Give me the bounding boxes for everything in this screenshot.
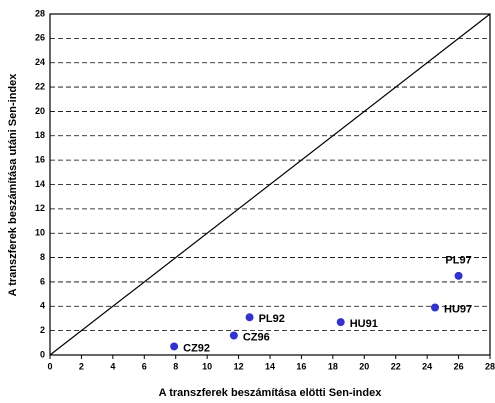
y-tick-label: 12: [35, 203, 45, 213]
y-tick-label: 8: [40, 252, 45, 262]
point-label: PL97: [445, 255, 471, 267]
y-tick-label: 2: [40, 325, 45, 335]
point-label: CZ96: [243, 331, 270, 343]
y-tick-label: 0: [40, 349, 45, 359]
point: [454, 271, 463, 280]
x-tick-label: 10: [202, 361, 212, 371]
x-tick-label: 24: [422, 361, 432, 371]
x-tick-label: 20: [359, 361, 369, 371]
x-tick-label: 18: [328, 361, 338, 371]
point: [245, 313, 254, 322]
y-axis-label: A transzferek beszámítása utáni Sen-inde…: [7, 73, 19, 297]
x-tick-label: 28: [485, 361, 495, 371]
y-tick-label: 22: [35, 81, 45, 91]
plot-border: [49, 13, 491, 356]
y-tick-label: 28: [35, 8, 45, 18]
point: [229, 331, 238, 340]
point: [431, 303, 439, 312]
point-label: CZ92: [183, 342, 210, 354]
y-tick-label: 10: [35, 228, 45, 238]
y-tick-label: 16: [35, 155, 45, 165]
x-tick-label: 8: [173, 361, 178, 371]
point-label: HU97: [444, 303, 472, 315]
y-tick-label: 20: [35, 106, 45, 116]
x-tick-label: 26: [454, 361, 464, 371]
x-tick-label: 0: [47, 361, 52, 371]
x-tick-label: 12: [234, 361, 244, 371]
y-tick-label: 14: [35, 179, 45, 189]
point: [336, 318, 345, 327]
point-label: HU91: [350, 318, 378, 330]
x-tick-label: 16: [296, 361, 306, 371]
y-tick-label: 24: [35, 57, 45, 67]
diagonal: [49, 13, 491, 356]
x-tick-label: 14: [265, 361, 275, 371]
x-tick-label: 6: [142, 361, 147, 371]
x-tick-label: 22: [391, 361, 401, 371]
x-axis-label: A transzferek beszámítása elötti Sen-ind…: [159, 387, 383, 399]
y-tick-label: 6: [40, 276, 45, 286]
y-tick-label: 4: [40, 301, 45, 311]
point: [170, 342, 179, 351]
x-tick-label: 4: [110, 361, 115, 371]
y-tick-label: 26: [35, 33, 45, 43]
point-label: PL92: [259, 313, 285, 325]
y-tick-label: 18: [35, 130, 45, 140]
x-tick-label: 2: [79, 361, 84, 371]
